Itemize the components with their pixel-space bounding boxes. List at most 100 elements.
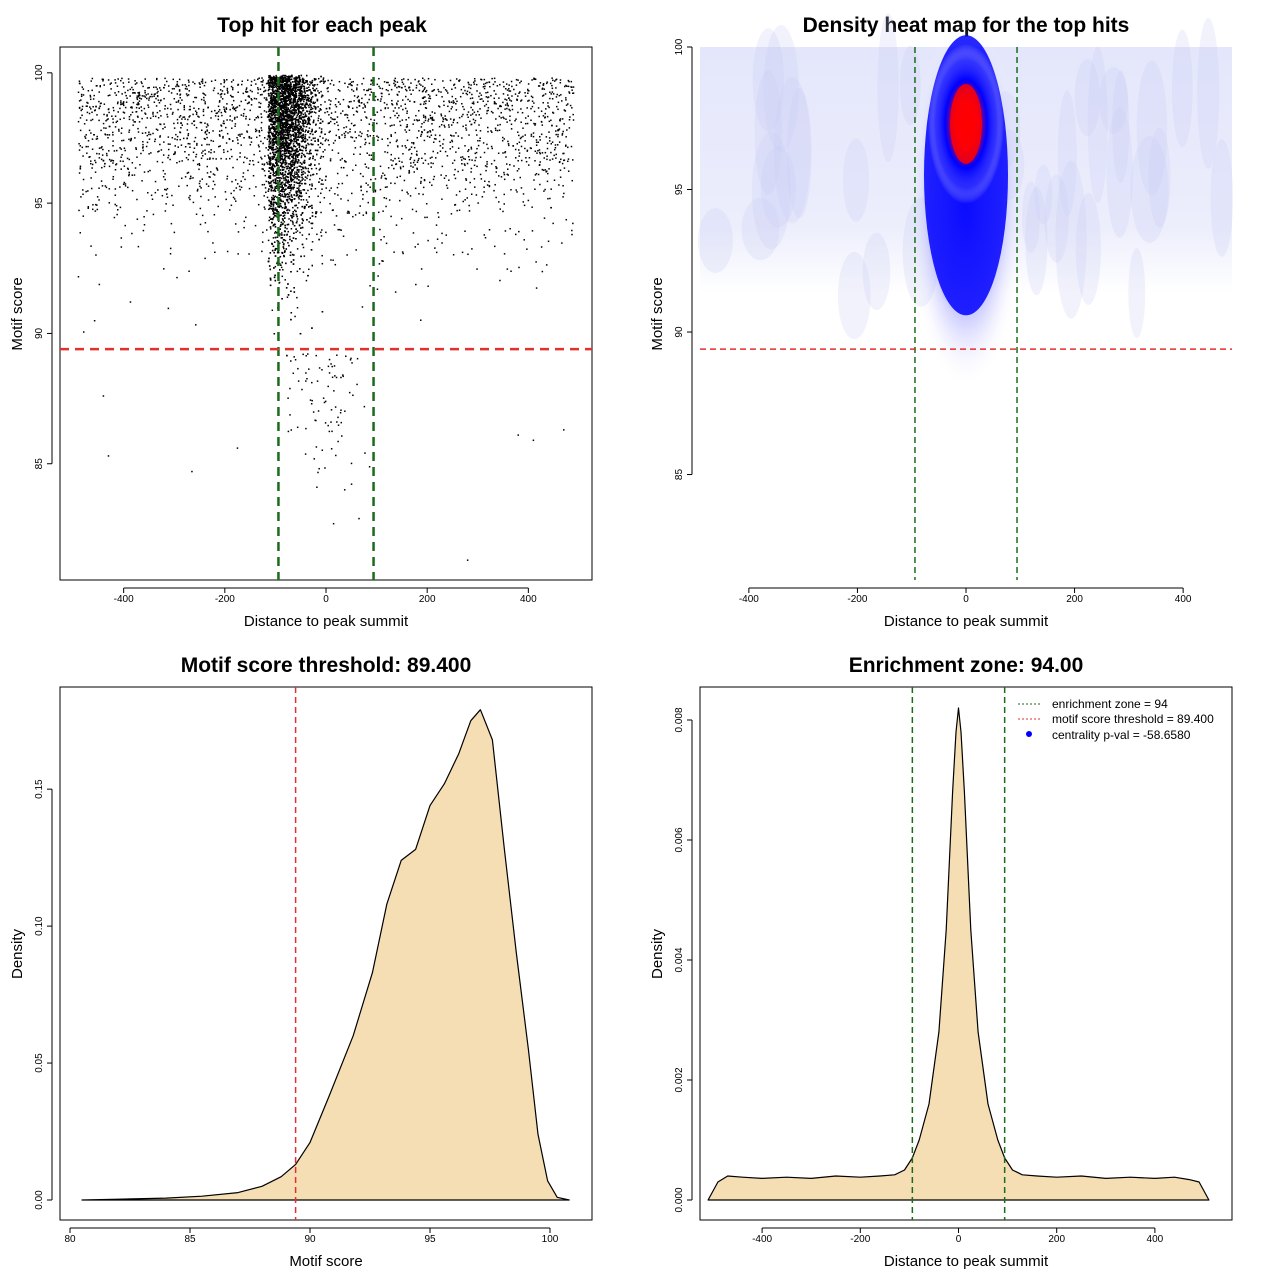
scatter-point (294, 149, 296, 152)
scatter-point (491, 147, 494, 150)
scatter-point (162, 127, 164, 130)
scatter-point (486, 184, 489, 186)
scatter-point (548, 106, 550, 109)
scatter-point (548, 131, 550, 133)
scatter-point (117, 111, 119, 113)
scatter-point (270, 117, 272, 119)
scatter-point (249, 143, 252, 146)
scatter-point (268, 143, 271, 145)
scatter-point (451, 162, 454, 164)
scatter-point (242, 112, 245, 115)
scatter-point (163, 97, 165, 100)
scatter-point (152, 111, 154, 114)
scatter-point (302, 103, 304, 105)
scatter-point (518, 92, 520, 94)
scatter-point (461, 156, 464, 158)
scatter-point (479, 173, 482, 176)
scatter-point (388, 93, 390, 96)
scatter-point (198, 168, 200, 171)
scatter-point (301, 134, 303, 137)
scatter-point (293, 85, 295, 87)
scatter-point (408, 171, 411, 173)
scatter-point (273, 198, 275, 201)
scatter-point (565, 84, 567, 87)
scatter-point (268, 128, 271, 130)
scatter-point (208, 143, 210, 146)
scatter-point (289, 154, 291, 157)
scatter-point (388, 199, 391, 201)
scatter-point (115, 204, 118, 207)
scatter-point (380, 92, 383, 95)
scatter-point (214, 196, 216, 198)
scatter-point (115, 149, 118, 152)
scatter-point (166, 187, 169, 190)
scatter-point (506, 121, 508, 123)
scatter-point (127, 168, 130, 170)
scatter-point (509, 115, 511, 118)
scatter-point (456, 209, 458, 212)
scatter-point (397, 85, 400, 88)
scatter-point (113, 109, 115, 112)
scatter-point (224, 111, 227, 113)
scatter-point (263, 164, 265, 166)
scatter-point (497, 124, 499, 126)
scatter-point (369, 285, 371, 287)
scatter-point (188, 90, 191, 92)
scatter-point (310, 139, 313, 141)
scatter-point (434, 112, 436, 114)
scatter-point (283, 108, 285, 110)
scatter-point (234, 123, 237, 125)
scatter-point (272, 156, 274, 159)
scatter-point (400, 105, 402, 107)
scatter-point (488, 180, 490, 183)
scatter-point (265, 111, 268, 113)
scatter-point (555, 130, 557, 132)
scatter-point (518, 152, 521, 154)
scatter-point (406, 125, 409, 128)
scatter-point (81, 146, 84, 149)
scatter-point (159, 135, 161, 137)
scatter-point (345, 113, 347, 116)
scatter-point (89, 162, 92, 165)
scatter-point (566, 85, 568, 88)
scatter-point (220, 92, 223, 95)
scatter-point (176, 83, 179, 85)
scatter-point (412, 161, 415, 164)
scatter-point (279, 171, 282, 174)
scatter-point (117, 101, 119, 103)
scatter-point (473, 164, 476, 167)
scatter-point (478, 124, 480, 126)
scatter-point (265, 229, 268, 231)
scatter-point (261, 168, 263, 170)
scatter-point (90, 187, 93, 190)
scatter-point (287, 151, 290, 153)
scatter-point (164, 105, 166, 107)
scatter-point (297, 161, 299, 163)
scatter-point (91, 111, 93, 114)
scatter-point (159, 143, 161, 146)
scatter-point (290, 134, 293, 137)
scatter-point (315, 123, 317, 126)
scatter-point (174, 145, 176, 147)
scatter-point (103, 127, 105, 129)
scatter-point (569, 116, 571, 118)
scatter-point (315, 167, 318, 170)
scatter-point (467, 111, 470, 113)
scatter-point (158, 150, 160, 152)
scatter-point (472, 81, 475, 84)
scatter-point (298, 96, 300, 99)
scatter-point (263, 110, 266, 112)
scatter-point (124, 224, 126, 227)
scatter-point (123, 112, 126, 114)
scatter-point (287, 150, 290, 153)
scatter-point (499, 279, 501, 282)
scatter-point (424, 107, 427, 109)
scatter-point (298, 187, 300, 189)
scatter-point (291, 220, 294, 223)
scatter-point (406, 124, 408, 126)
scatter-point (131, 162, 134, 164)
scatter-point (466, 113, 469, 116)
scatter-point (296, 296, 298, 299)
scatter-point (421, 90, 424, 93)
scatter-point (429, 114, 432, 117)
